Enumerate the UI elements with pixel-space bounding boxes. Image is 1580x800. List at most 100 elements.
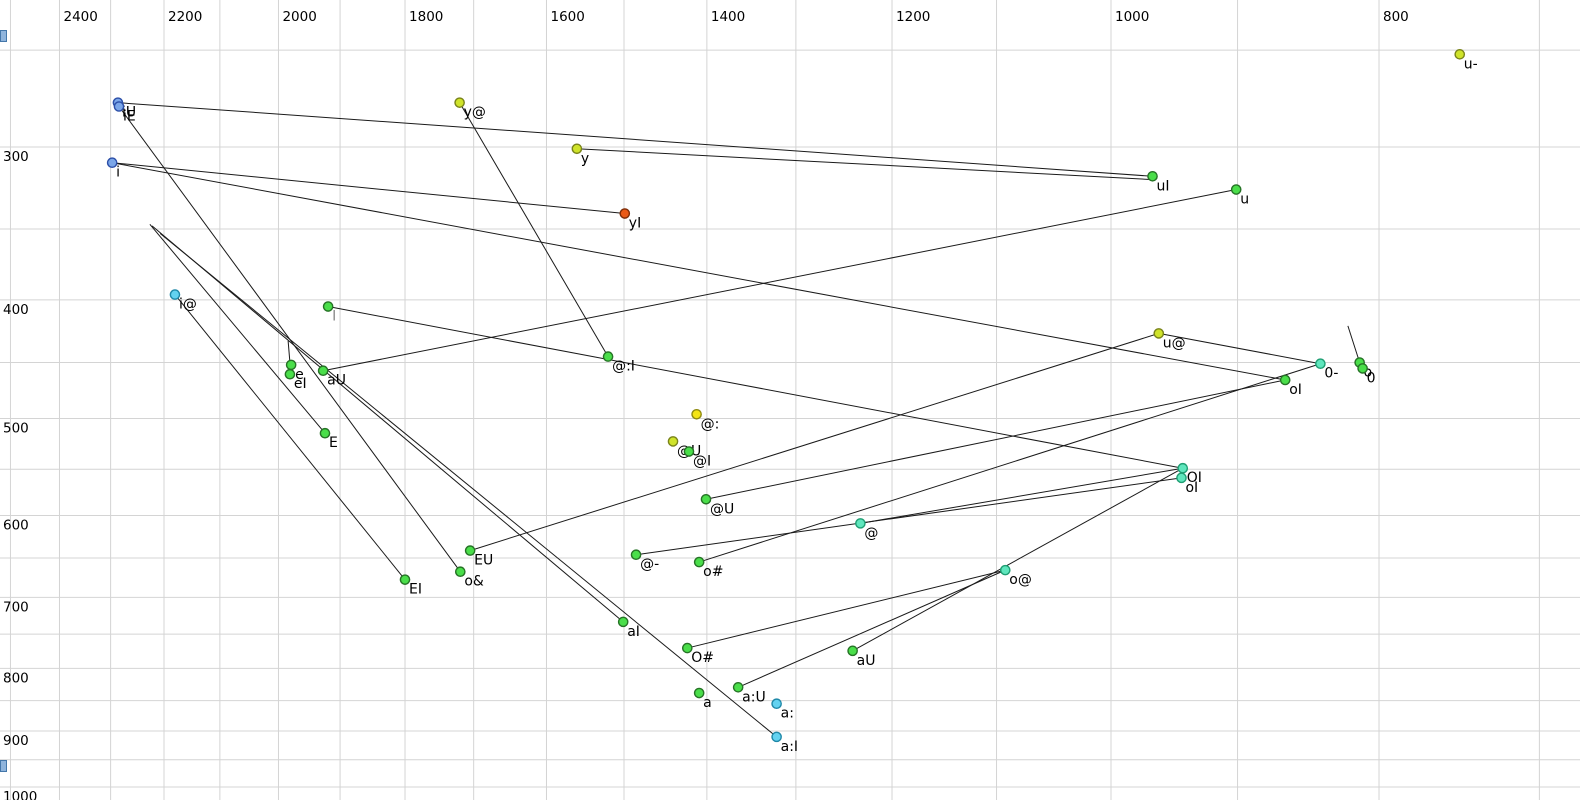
trajectory-line bbox=[117, 102, 1153, 177]
vowel-point[interactable] bbox=[464, 545, 476, 556]
vowel-point[interactable] bbox=[700, 493, 712, 505]
vowel-point-label: a:U bbox=[742, 689, 766, 705]
vowel-point-label: aU bbox=[857, 653, 876, 669]
vowel-point-label: @I bbox=[693, 454, 711, 470]
selection-handle-bottom[interactable] bbox=[0, 760, 7, 772]
vowel-point-label: u bbox=[1240, 192, 1249, 208]
y-axis-tick-label: 500 bbox=[3, 421, 29, 437]
vowel-point[interactable] bbox=[1230, 184, 1242, 195]
y-axis-tick-label: 400 bbox=[3, 302, 29, 318]
vowel-point[interactable] bbox=[317, 365, 329, 377]
vowel-point[interactable] bbox=[693, 556, 705, 568]
y-axis-tick-label: 900 bbox=[3, 733, 29, 749]
vowel-point[interactable] bbox=[771, 698, 782, 710]
vowel-point[interactable] bbox=[1279, 374, 1291, 386]
x-axis-tick-label: 1000 bbox=[1115, 9, 1149, 25]
vowel-point-label: y@ bbox=[464, 105, 486, 121]
vowel-point[interactable] bbox=[284, 368, 296, 380]
x-axis-tick-label: 1200 bbox=[896, 9, 930, 25]
vowel-point[interactable] bbox=[169, 289, 181, 300]
x-axis-tick-label: 2400 bbox=[63, 9, 97, 25]
vowel-point-label: y bbox=[581, 151, 589, 167]
vowel-point-label: @:I bbox=[612, 359, 635, 375]
trajectory-line bbox=[112, 162, 1286, 381]
vowel-point[interactable] bbox=[106, 157, 118, 169]
vowel-point[interactable] bbox=[1315, 358, 1326, 370]
x-axis-tick-label: 2000 bbox=[282, 9, 316, 25]
vowel-point-label: aI bbox=[627, 624, 640, 640]
trajectory-line bbox=[1347, 325, 1361, 363]
vowel-point[interactable] bbox=[1176, 472, 1187, 484]
vowel-point[interactable] bbox=[771, 731, 782, 743]
vowel-point[interactable] bbox=[667, 436, 679, 447]
vowel-point-label: aU bbox=[327, 373, 346, 389]
vowel-point[interactable] bbox=[1147, 170, 1158, 182]
vowel-point[interactable] bbox=[855, 518, 866, 529]
vowel-point-label: O# bbox=[691, 650, 714, 666]
x-axis-tick-label: 2200 bbox=[168, 9, 202, 25]
vowel-point-label: yI bbox=[629, 216, 641, 232]
vowel-point-label: a bbox=[703, 695, 712, 711]
vowel-point[interactable] bbox=[571, 143, 583, 155]
trajectory-line bbox=[151, 225, 624, 623]
vowel-point[interactable] bbox=[113, 101, 125, 112]
trajectory-line bbox=[459, 102, 609, 357]
vowel-point[interactable] bbox=[1357, 363, 1368, 374]
x-axis-tick-label: 800 bbox=[1383, 9, 1409, 25]
vowel-point-label: EU bbox=[474, 553, 493, 569]
vowel-point[interactable] bbox=[732, 682, 744, 693]
vowel-point-label: o@ bbox=[1009, 572, 1032, 588]
x-axis-tick-label: 1600 bbox=[550, 9, 584, 25]
vowel-point-label: iU bbox=[122, 105, 136, 121]
trajectory-line bbox=[112, 162, 625, 215]
vowel-point-label: u@ bbox=[1163, 335, 1186, 351]
vowel-point-label: i bbox=[116, 165, 120, 181]
vowel-point-label: @: bbox=[701, 416, 720, 432]
y-axis-tick-label: 600 bbox=[3, 517, 29, 533]
vowel-point[interactable] bbox=[1153, 328, 1165, 339]
vowel-point-label: a:I bbox=[781, 739, 798, 755]
vowel-point[interactable] bbox=[454, 97, 465, 108]
y-axis-tick-label: 700 bbox=[3, 599, 29, 615]
vowel-point[interactable] bbox=[691, 408, 702, 420]
vowel-point[interactable] bbox=[999, 564, 1011, 576]
vowel-point[interactable] bbox=[693, 687, 705, 699]
vowel-point-label: oI bbox=[1289, 382, 1302, 398]
vowel-point-label: OI bbox=[1187, 470, 1202, 486]
vowel-point[interactable] bbox=[619, 208, 631, 219]
vowel-point-label: iE bbox=[123, 109, 136, 125]
vowel-point[interactable] bbox=[1454, 49, 1466, 60]
y-axis-tick-label: 300 bbox=[3, 149, 29, 165]
y-axis-tick-label: 800 bbox=[3, 670, 29, 686]
vowel-point[interactable] bbox=[322, 301, 334, 312]
selection-handle-top[interactable] bbox=[0, 30, 7, 42]
trajectory-line bbox=[737, 569, 1006, 688]
vowel-point-label: uI bbox=[1157, 178, 1170, 194]
trajectory-line bbox=[687, 569, 1006, 649]
x-axis-tick-label: 1400 bbox=[711, 9, 745, 25]
vowel-point-label: o# bbox=[703, 564, 723, 580]
vowel-point[interactable] bbox=[455, 566, 466, 578]
vowel-point[interactable] bbox=[681, 642, 693, 654]
vowel-point-label: e bbox=[295, 367, 304, 383]
vowel-point[interactable] bbox=[617, 616, 629, 628]
trajectory-line bbox=[852, 467, 1184, 652]
trajectory-line bbox=[159, 233, 777, 738]
vowel-point[interactable] bbox=[399, 574, 411, 585]
trajectory-line bbox=[699, 363, 1321, 563]
y-axis-tick-label: 1000 bbox=[3, 789, 37, 800]
vowel-point-label: u- bbox=[1464, 56, 1478, 72]
trajectory-line bbox=[860, 467, 1183, 524]
vowel-point[interactable] bbox=[319, 427, 331, 439]
vowel-point[interactable] bbox=[630, 549, 642, 561]
trajectory-line bbox=[328, 306, 1183, 469]
vowel-point[interactable] bbox=[847, 645, 858, 657]
trajectory-line bbox=[1158, 332, 1321, 365]
vowel-point-label: 0- bbox=[1324, 366, 1338, 382]
trajectory-line bbox=[287, 340, 291, 363]
vowel-point[interactable] bbox=[683, 446, 695, 457]
vowel-point[interactable] bbox=[602, 351, 614, 362]
vowel-point-label: a: bbox=[781, 706, 794, 722]
